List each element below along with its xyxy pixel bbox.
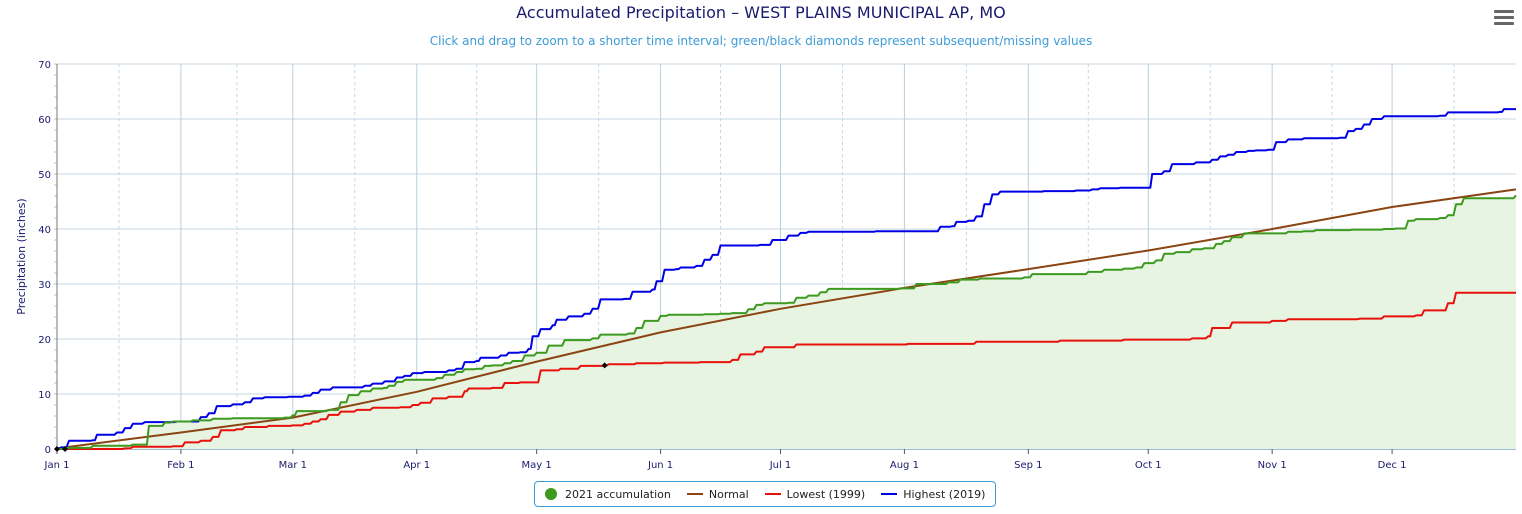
y-tick-label: 70 <box>38 60 51 71</box>
y-tick-label: 60 <box>38 115 51 126</box>
x-tick-label: Aug 1 <box>890 460 919 471</box>
x-tick-label: Nov 1 <box>1258 460 1287 471</box>
legend-line-icon <box>881 493 898 495</box>
legend-item[interactable]: Normal <box>686 487 749 501</box>
x-tick-label: Dec 1 <box>1378 460 1407 471</box>
chart-title: Accumulated Precipitation – WEST PLAINS … <box>516 3 1006 22</box>
y-axis-label: Precipitation (inches) <box>15 198 28 314</box>
legend-dot-icon <box>545 488 557 500</box>
x-tick-label: Jun 1 <box>647 460 673 471</box>
chart-plot[interactable]: 0 10 20 30 40 50 60 70 Jan 1 Feb 1 Mar 1 Apr 1 May 1… <box>0 0 1522 480</box>
series-area-2021 <box>57 195 1516 449</box>
x-tick-label: May 1 <box>522 460 552 471</box>
x-tick-label: Apr 1 <box>403 460 430 471</box>
legend-label: 2021 accumulation <box>565 487 671 501</box>
y-tick-label: 50 <box>38 170 51 181</box>
legend-item[interactable]: Highest (2019) <box>881 488 985 501</box>
x-tick-label: Sep 1 <box>1014 460 1042 471</box>
legend-line-icon <box>686 493 703 495</box>
series-line-highest <box>57 108 1516 450</box>
legend-label: Highest (2019) <box>903 487 986 501</box>
y-tick-label: 0 <box>45 445 51 456</box>
x-tick-label: Jul 1 <box>769 460 792 471</box>
series-line-normal <box>56 188 1517 450</box>
y-tick-label: 10 <box>38 390 51 401</box>
x-tick-label: Jan 1 <box>44 460 70 471</box>
chart-legend: 2021 accumulation Normal Lowest (1999) High… <box>534 481 997 507</box>
y-tick-label: 40 <box>38 225 51 236</box>
series-line-lowest <box>57 291 1516 450</box>
diamond-marker <box>61 446 68 452</box>
legend-label: Lowest (1999) <box>786 487 866 501</box>
hamburger-menu-icon[interactable] <box>1494 10 1514 26</box>
x-tick-label: Oct 1 <box>1135 460 1162 471</box>
legend-label: Normal <box>708 487 749 501</box>
y-tick-label: 30 <box>38 280 51 291</box>
series-line-2021 <box>57 194 1517 450</box>
diamond-marker <box>601 362 608 369</box>
x-tick-label: Mar 1 <box>279 460 307 471</box>
diamond-marker <box>54 446 60 452</box>
legend-item[interactable]: 2021 accumulation <box>545 488 671 501</box>
y-tick-label: 20 <box>38 335 51 346</box>
chart-subtitle: Click and drag to zoom to a shorter time… <box>429 34 1093 48</box>
legend-line-icon <box>764 493 781 495</box>
legend-item[interactable]: Lowest (1999) <box>764 487 866 501</box>
x-tick-label: Feb 1 <box>167 460 194 471</box>
